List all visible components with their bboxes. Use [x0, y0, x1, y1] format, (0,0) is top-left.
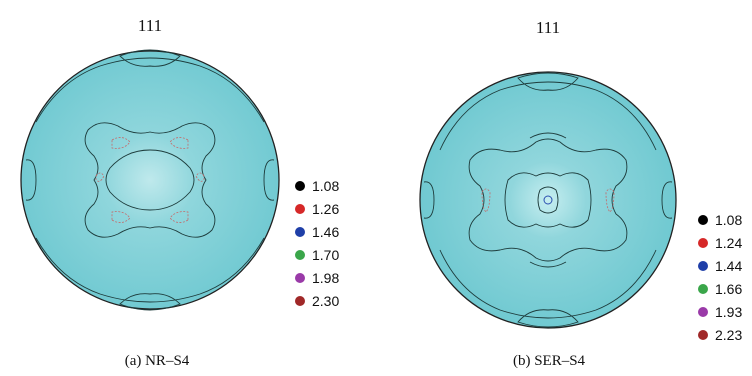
- legend-label: 1.46: [312, 224, 339, 240]
- pole-figure-disk: [419, 71, 677, 329]
- panel-b: 111 1.08: [419, 18, 742, 369]
- panel-b-caption: (b) SER–S4: [513, 353, 586, 369]
- panel-a-title: 111: [138, 16, 162, 35]
- legend-item: 1.66: [698, 281, 742, 297]
- legend-swatch: [698, 215, 708, 225]
- legend-item: 1.08: [295, 178, 339, 194]
- legend-item: 1.70: [295, 247, 339, 263]
- legend-label: 2.23: [715, 327, 742, 343]
- legend-item: 1.44: [698, 258, 742, 274]
- contour-line: [169, 211, 189, 223]
- legend-item: 1.24: [698, 235, 742, 251]
- legend-swatch: [295, 204, 305, 214]
- contour-line: [517, 72, 579, 91]
- legend-item: 1.93: [698, 304, 742, 320]
- contour-line: [439, 249, 657, 319]
- legend-item: 1.08: [698, 212, 742, 228]
- contour-line: [169, 137, 189, 149]
- legend-label: 1.08: [715, 212, 742, 228]
- contour-line: [504, 172, 592, 228]
- contour-line: [195, 172, 205, 182]
- legend-b: 1.08 1.24 1.44 1.66 1.93 2.23: [698, 212, 742, 343]
- contour-line: [111, 137, 131, 149]
- legend-item: 2.30: [295, 293, 339, 309]
- contour-line: [263, 159, 275, 201]
- contour-line: [605, 188, 615, 213]
- contour-line: [25, 159, 37, 201]
- contour-line: [481, 188, 491, 213]
- contour-line: [35, 237, 265, 303]
- legend-swatch: [295, 181, 305, 191]
- contour-line: [35, 57, 265, 123]
- legend-swatch: [698, 330, 708, 340]
- legend-label: 1.66: [715, 281, 742, 297]
- contour-line: [84, 122, 216, 238]
- legend-swatch: [295, 250, 305, 260]
- contour-line: [119, 49, 181, 67]
- panel-a: 111 1.08: [20, 16, 339, 369]
- legend-label: 1.93: [715, 304, 742, 320]
- contour-line: [543, 195, 553, 205]
- legend-label: 1.24: [715, 235, 742, 251]
- contour-line: [468, 138, 628, 262]
- legend-swatch: [295, 273, 305, 283]
- contour-line: [105, 149, 195, 211]
- legend-label: 1.08: [312, 178, 339, 194]
- pole-figure-disk: [20, 50, 280, 310]
- contour-line: [517, 309, 579, 328]
- legend-swatch: [698, 284, 708, 294]
- contour-line: [111, 211, 131, 223]
- legend-a: 1.08 1.26 1.46 1.70 1.98 2.30: [295, 178, 339, 309]
- contour-line: [439, 81, 657, 151]
- contour-line: [95, 172, 105, 182]
- legend-swatch: [698, 238, 708, 248]
- pole-figure-b: [419, 71, 677, 329]
- legend-label: 2.30: [312, 293, 339, 309]
- legend-swatch: [295, 296, 305, 306]
- legend-label: 1.98: [312, 270, 339, 286]
- legend-item: 1.98: [295, 270, 339, 286]
- legend-item: 1.46: [295, 224, 339, 240]
- pole-figure-a: [20, 49, 280, 311]
- contour-line: [529, 132, 567, 139]
- legend-swatch: [295, 227, 305, 237]
- panel-b-title: 111: [536, 18, 560, 37]
- legend-swatch: [698, 307, 708, 317]
- panel-a-caption: (a) NR–S4: [125, 353, 190, 369]
- contour-line: [119, 293, 181, 311]
- legend-label: 1.26: [312, 201, 339, 217]
- contour-line: [537, 186, 559, 214]
- legend-label: 1.70: [312, 247, 339, 263]
- contour-line: [529, 261, 567, 268]
- contour-line: [423, 181, 435, 219]
- legend-swatch: [698, 261, 708, 271]
- legend-label: 1.44: [715, 258, 742, 274]
- legend-item: 2.23: [698, 327, 742, 343]
- contour-line: [661, 181, 673, 219]
- legend-item: 1.26: [295, 201, 339, 217]
